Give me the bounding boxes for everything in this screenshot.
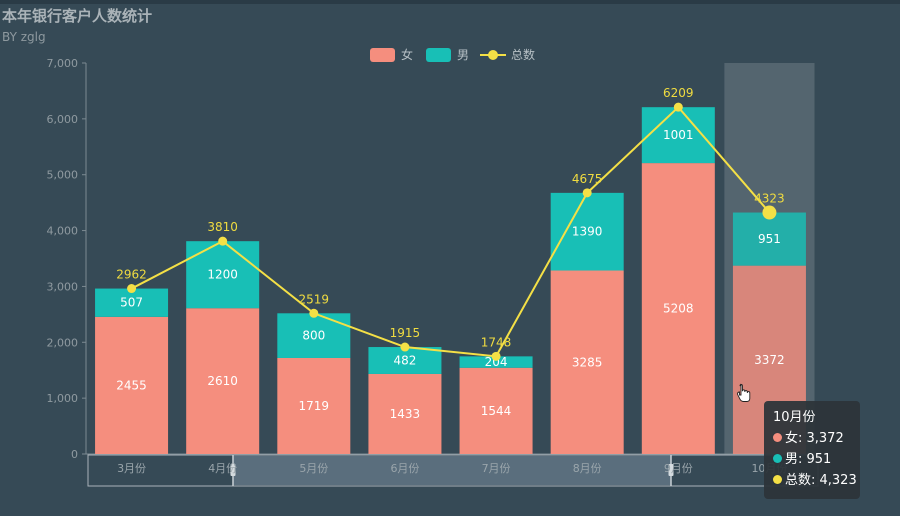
bar-label-female: 5208 [663,302,694,316]
bar-label-female: 2610 [207,374,238,388]
bar-female[interactable] [550,270,624,454]
total-series-line [131,105,771,358]
total-value-label: 1748 [481,335,512,349]
total-value-label: 3810 [207,220,238,234]
y-tick-label: 1,000 [47,392,79,405]
bar-label-female: 1433 [390,407,421,421]
y-tick-label: 0 [71,448,78,461]
y-tick-label: 6,000 [47,113,79,126]
zoom-grip-icon [230,464,236,476]
total-point[interactable] [673,102,683,112]
zoom-grip-icon [668,464,674,476]
bar-label-female: 2455 [116,378,147,392]
bar-male[interactable] [277,313,351,358]
total-point[interactable] [582,188,592,198]
total-point[interactable] [491,351,501,361]
bar-label-male: 951 [758,232,781,246]
y-tick-label: 4,000 [47,225,79,238]
legend-swatch-male [426,48,451,62]
bar-female[interactable] [641,163,715,454]
data-zoom-slider[interactable] [87,454,819,487]
total-point[interactable] [762,205,777,220]
tooltip-female-value: 女: 3,372 [785,431,844,446]
bar-female[interactable] [95,316,169,454]
legend-dot-total [488,50,498,60]
legend-label-male: 男 [457,48,469,62]
bar-label-male: 1200 [207,268,238,282]
bar-label-male: 1390 [572,225,603,239]
x-tick-label: 5月份 [299,462,328,475]
legend-swatch-female [370,48,395,62]
tooltip-row-total: 总数: 4,323 [773,470,857,491]
bar-label-female: 1719 [299,399,330,413]
legend-item-female[interactable]: 女 [370,47,413,62]
x-tick-label: 3月份 [117,462,146,475]
bar-female[interactable] [459,367,533,454]
bar-label-male: 204 [485,355,508,369]
legend-label-female: 女 [401,47,413,62]
tooltip-row-male: 男: 951 [773,449,851,470]
bar-label-female: 3285 [572,355,603,369]
total-line-layer[interactable]: 2962 3810 2519 1915 1748 4675 6209 4323 [116,86,785,361]
x-tick-label: 8月份 [573,462,602,475]
legend-item-total[interactable]: 总数 [480,47,535,62]
chart-subtitle: BY zglg [2,30,46,44]
x-tick-label: 6月份 [390,462,419,475]
bar-female[interactable] [368,373,442,454]
x-tick-label: 4月份 [208,462,237,475]
bar-label-male: 507 [120,296,143,310]
mouse-cursor-icon [737,383,751,402]
tooltip-row-female: 女: 3,372 [773,428,851,449]
total-value-label: 4675 [572,172,603,186]
total-dot-icon [773,475,782,484]
chart-tooltip: 10月份 女: 3,372 男: 951 总数: 4,323 [764,401,860,499]
total-value-label: 2962 [116,268,147,282]
bar-label-female: 1544 [481,404,512,418]
zoom-selected-range[interactable] [233,456,671,485]
total-point[interactable] [400,342,410,352]
total-point[interactable] [309,308,319,318]
bar-male[interactable] [95,288,169,317]
total-value-label: 4323 [754,192,785,206]
y-tick-label: 2,000 [47,336,79,349]
bar-label-female: 3372 [754,353,785,367]
tooltip-male-value: 男: 951 [785,452,832,467]
y-tick-label: 5,000 [47,169,79,182]
chart-title: 本年银行客户人数统计 [2,7,153,25]
zoom-handle-right[interactable] [668,455,674,486]
male-dot-icon [773,454,782,463]
bar-label-male: 482 [393,353,416,367]
y-tick-label: 7,000 [47,57,79,70]
tooltip-total-value: 总数: 4,323 [785,473,857,488]
x-tick-label: 9月份 [664,462,693,475]
bar-label-male: 800 [302,329,325,343]
legend-item-male[interactable]: 男 [426,48,469,62]
bars-layer[interactable]: 2455 507 2610 1200 1719 800 1433 482 1544 204 3285… [95,107,806,454]
female-dot-icon [773,433,782,442]
bar-male[interactable] [732,212,806,266]
bar-male[interactable] [550,192,624,271]
tooltip-title: 10月份 [773,410,816,425]
chart-legend[interactable]: 女 男 总数 [370,47,535,62]
bar-female[interactable] [186,308,260,454]
bar-male[interactable] [186,241,260,309]
total-value-label: 1915 [390,326,421,340]
bar-male[interactable] [459,356,533,368]
x-tick-label: 7月份 [482,462,511,475]
total-value-label: 2519 [299,292,330,306]
total-point[interactable] [218,236,228,246]
top-bar [0,0,900,4]
total-point[interactable] [127,284,137,294]
bar-label-male: 1001 [663,128,694,142]
total-value-label: 6209 [663,86,694,100]
legend-label-total: 总数 [511,47,535,62]
zoom-handle-left[interactable] [230,455,236,486]
bar-female[interactable] [277,357,351,454]
y-tick-label: 3,000 [47,280,79,293]
